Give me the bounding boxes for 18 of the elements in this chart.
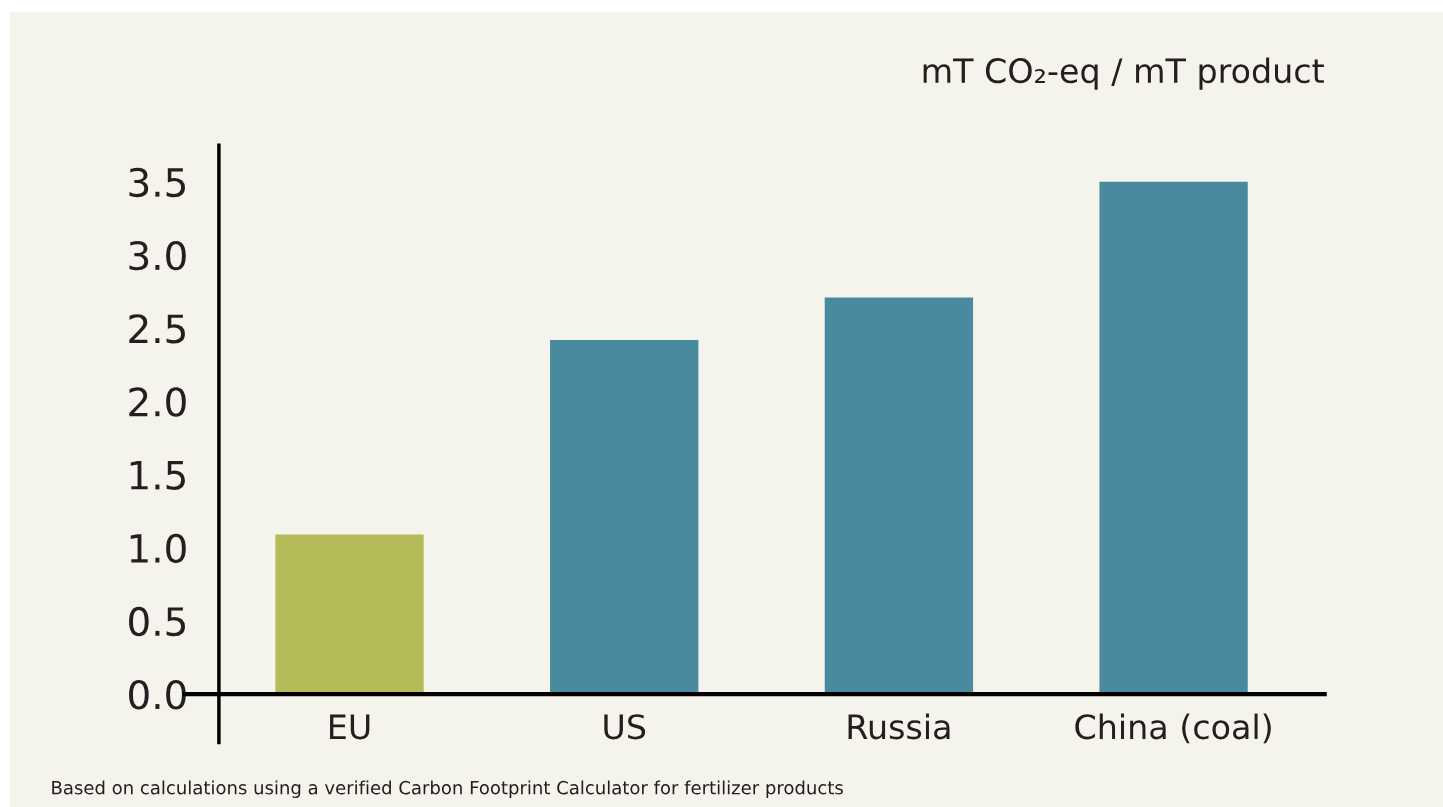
y-tick-label: 3.5 (129, 167, 185, 198)
text: Based on calculations using a verified Carbon Footprint Calculator for fertilizer products (52, 780, 843, 798)
x-tick-label: Russia (848, 713, 950, 740)
y-tick-label: 2.0 (129, 387, 186, 417)
x-tick-label: EU (330, 714, 370, 740)
x-tick-label: US (604, 714, 646, 740)
y-tick-label: 1.0 (130, 533, 186, 564)
y-axis-title: mT CO₂-eq / mT product (923, 57, 1324, 90)
y-tick-label: 3.0 (129, 240, 186, 271)
y-tick-label: 1.5 (130, 461, 185, 490)
bar (550, 339, 699, 695)
bar (1099, 181, 1248, 695)
bar (824, 297, 974, 695)
bar (275, 534, 424, 695)
y-tick-label: 2.5 (129, 314, 185, 344)
x-tick-label: China (coal) (1075, 713, 1271, 744)
y-tick-label: 0.5 (129, 606, 185, 637)
y-tick-label: 0.0 (129, 680, 186, 710)
